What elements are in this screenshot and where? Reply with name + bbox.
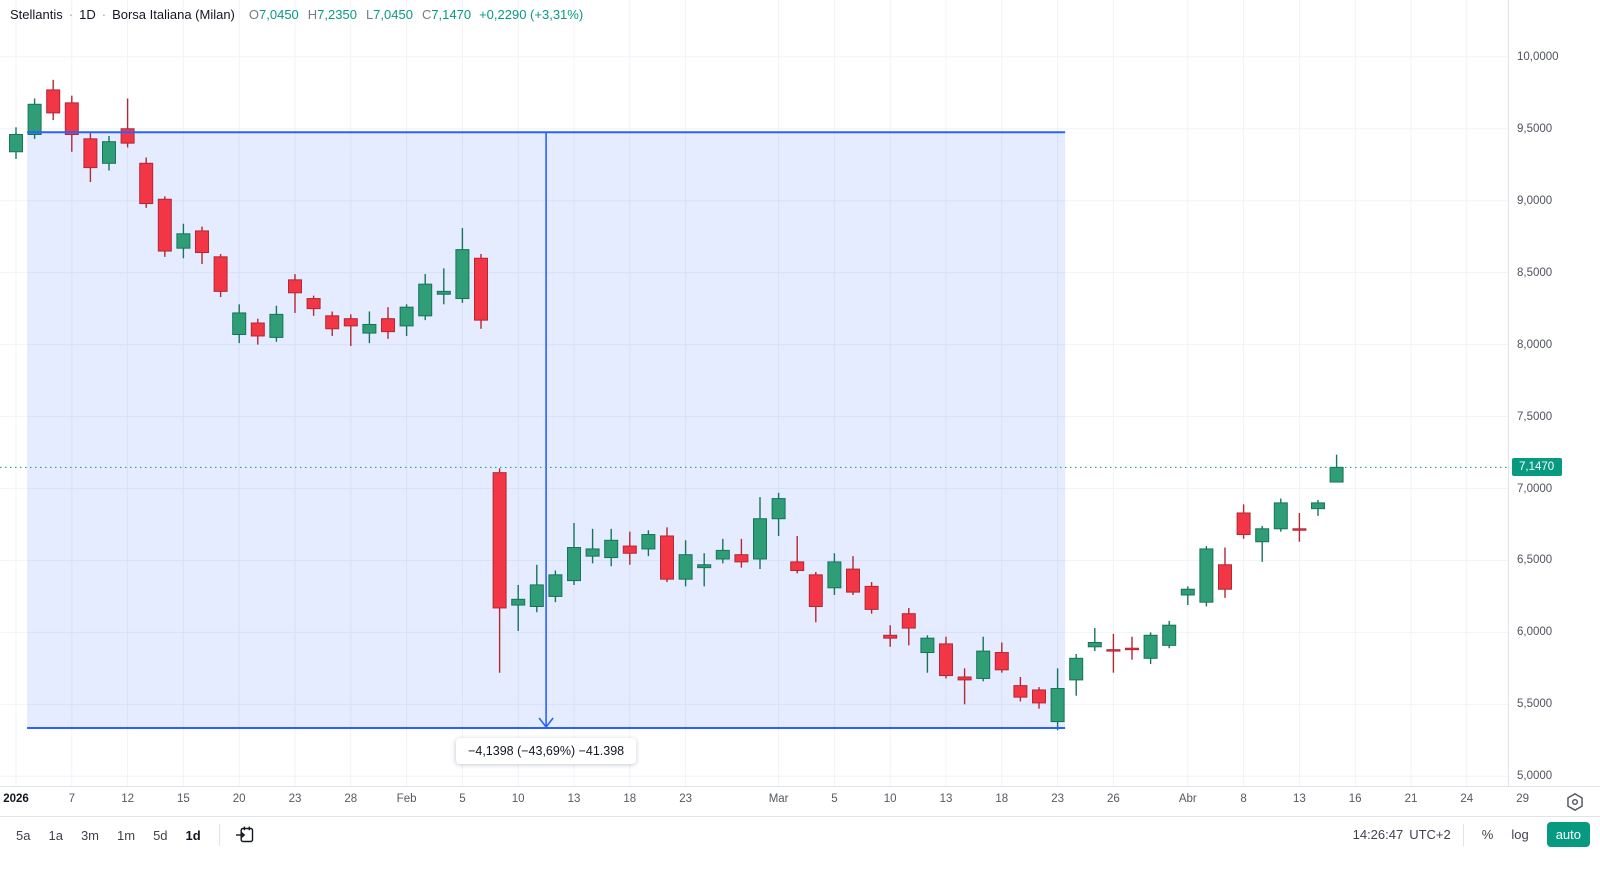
time-tick-label: 29 bbox=[1516, 793, 1529, 805]
percent-scale-button[interactable]: % bbox=[1474, 822, 1502, 847]
time-tick-label: 2026 bbox=[3, 793, 29, 805]
price-tick-label: 5,0000 bbox=[1517, 770, 1553, 783]
time-tick-label: 23 bbox=[679, 793, 692, 805]
range-button-5d[interactable]: 5d bbox=[145, 823, 175, 848]
time-tick-label: 28 bbox=[344, 793, 358, 805]
time-tick-label: 7 bbox=[68, 793, 75, 805]
range-button-1d[interactable]: 1d bbox=[178, 823, 209, 848]
time-tick-label: Mar bbox=[768, 793, 789, 805]
range-button-1m[interactable]: 1m bbox=[109, 823, 143, 848]
symbol-name[interactable]: Stellantis bbox=[10, 7, 63, 22]
low-label: L bbox=[365, 7, 374, 22]
time-tick-label: 18 bbox=[995, 793, 1009, 805]
price-tick-label: 6,5000 bbox=[1517, 554, 1553, 567]
time-tick-label: 10 bbox=[511, 793, 525, 805]
price-tick-label: 7,0000 bbox=[1517, 482, 1553, 495]
time-tick-label: 23 bbox=[1051, 793, 1064, 805]
high-label: H bbox=[307, 7, 318, 22]
symbol-legend: Stellantis · 1D · Borsa Italiana (Milan)… bbox=[10, 7, 583, 22]
range-button-1a[interactable]: 1a bbox=[40, 823, 70, 848]
range-button-5a[interactable]: 5a bbox=[8, 823, 38, 848]
go-to-date-button[interactable] bbox=[230, 822, 260, 848]
price-tick-label: 6,0000 bbox=[1517, 626, 1553, 639]
legend-separator: · bbox=[68, 7, 74, 22]
interval-label[interactable]: 1D bbox=[79, 7, 96, 22]
time-tick-label: 18 bbox=[623, 793, 637, 805]
time-tick-label: 23 bbox=[288, 793, 302, 805]
high-value: 7,2350 bbox=[317, 7, 357, 22]
scale-controls: 14:26:47 UTC+2 % log auto bbox=[1351, 822, 1590, 847]
bottom-toolbar: 5a 1a 3m 1m 5d 1d 14:26:47 UTC+2 % log auto bbox=[0, 816, 1600, 873]
chart-plot-area[interactable]: −4,1398 (−43,69%) −41.398 Stellantis · 1… bbox=[0, 0, 1508, 786]
clock-label[interactable]: 14:26:47 bbox=[1352, 827, 1404, 842]
auto-scale-button[interactable]: auto bbox=[1546, 822, 1590, 847]
price-tick-label: 5,5000 bbox=[1517, 698, 1553, 711]
time-tick-label: 8 bbox=[1240, 793, 1247, 805]
time-tick-label: 16 bbox=[1348, 793, 1362, 805]
range-button-3m[interactable]: 3m bbox=[73, 823, 107, 848]
time-tick-label: Abr bbox=[1178, 793, 1197, 805]
log-scale-button[interactable]: log bbox=[1503, 822, 1536, 847]
time-tick-label: 24 bbox=[1460, 793, 1474, 805]
time-tick-label: 13 bbox=[567, 793, 581, 805]
time-tick-label: 12 bbox=[121, 793, 134, 805]
time-axis[interactable]: 2026 7 12 15 20 23 28 Feb 5 10 13 18 23 Mar 5 10 13 18 23 2… bbox=[0, 786, 1600, 816]
price-tick-label: 8,5000 bbox=[1517, 266, 1553, 279]
price-tick-label: 7,5000 bbox=[1517, 410, 1553, 423]
ohlc-values: O7,0450 H7,2350 L7,0450 C7,1470 bbox=[249, 7, 471, 22]
time-tick-label: 13 bbox=[939, 793, 953, 805]
date-range-switcher: 5a 1a 3m 1m 5d 1d bbox=[8, 822, 260, 848]
timezone-label[interactable]: UTC+2 bbox=[1409, 827, 1451, 842]
toolbar-divider bbox=[1462, 823, 1464, 846]
last-price-badge: 7,1470 bbox=[1512, 458, 1563, 477]
time-tick-label: 5 bbox=[831, 793, 838, 805]
close-value: 7,1470 bbox=[431, 7, 472, 22]
price-axis[interactable]: 10,0000 9,5000 9,0000 8,5000 8,0000 7,5000 7,0… bbox=[1508, 0, 1600, 786]
close-label: C bbox=[421, 7, 432, 22]
price-change: +0,2290 (+3,31%) bbox=[479, 7, 584, 22]
time-tick-label: 13 bbox=[1292, 793, 1306, 805]
open-value: 7,0450 bbox=[259, 7, 299, 22]
time-tick-label: 5 bbox=[459, 793, 466, 805]
toolbar-divider bbox=[218, 824, 220, 846]
time-tick-label: 26 bbox=[1106, 793, 1120, 805]
hexagon-settings-icon[interactable] bbox=[1564, 791, 1586, 818]
price-range-measure-label: −4,1398 (−43,69%) −41.398 bbox=[456, 738, 637, 764]
low-value: 7,0450 bbox=[373, 7, 413, 22]
calendar-arrow-icon bbox=[235, 826, 253, 843]
price-tick-label: 9,5000 bbox=[1517, 122, 1553, 135]
time-tick-label: Feb bbox=[396, 793, 417, 805]
price-tick-label: 8,0000 bbox=[1517, 338, 1553, 351]
legend-separator: · bbox=[101, 7, 107, 22]
exchange-name[interactable]: Borsa Italiana (Milan) bbox=[112, 7, 235, 22]
price-tick-label: 9,0000 bbox=[1517, 194, 1553, 207]
time-tick-label: 10 bbox=[883, 793, 897, 805]
time-tick-label: 21 bbox=[1404, 793, 1418, 805]
time-tick-label: 15 bbox=[176, 793, 190, 805]
open-label: O bbox=[248, 7, 260, 22]
candlestick-chart bbox=[0, 0, 1508, 786]
time-tick-label: 20 bbox=[232, 793, 246, 805]
price-tick-label: 10,0000 bbox=[1517, 50, 1559, 63]
